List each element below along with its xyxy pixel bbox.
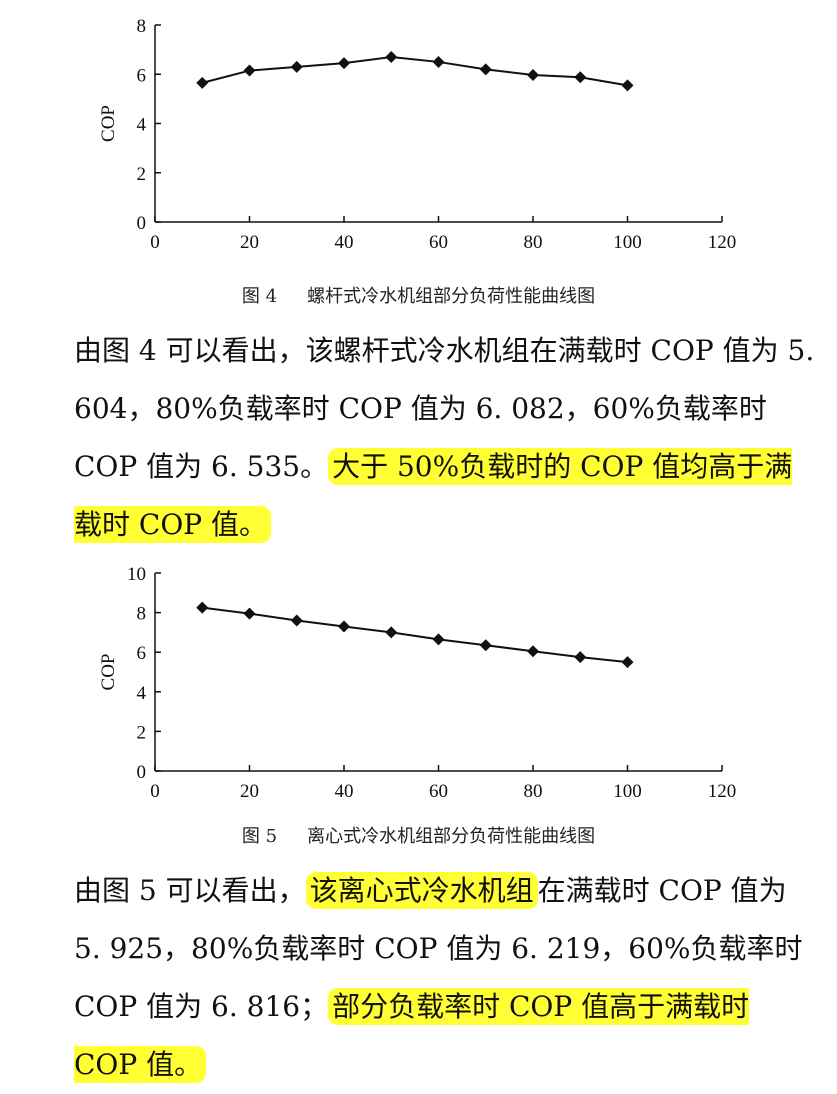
data-point: [527, 68, 539, 81]
y-tick-label: 6: [137, 643, 147, 664]
caption-text: 螺杆式冷水机组部分负荷性能曲线图: [307, 286, 596, 307]
x-tick-label: 20: [240, 781, 259, 802]
x-tick-label: 60: [429, 781, 448, 802]
data-point: [196, 601, 209, 614]
x-tick-label: 40: [335, 781, 354, 802]
y-tick-label: 4: [137, 115, 147, 136]
y-tick-label: 6: [137, 65, 147, 86]
x-tick-label: 0: [150, 781, 160, 802]
caption-fig5: 图 5 离心式冷水机组部分负荷性能曲线图: [0, 822, 837, 848]
paragraph-text: 由图 4 可以看出，该螺杆式冷水机组在满载时 COP 值为 5. 604，80%…: [74, 334, 815, 483]
y-tick-label: 8: [137, 16, 147, 37]
data-point: [432, 633, 445, 646]
data-point: [338, 620, 350, 633]
data-point: [621, 79, 634, 92]
y-tick-label: 2: [137, 722, 147, 743]
x-tick-label: 120: [708, 232, 737, 253]
y-tick-label: 2: [137, 164, 147, 185]
data-point: [574, 71, 587, 84]
chart-fig5: 0 20 40 60 80 100 120 0 2 4 6 8 10 COP: [98, 564, 737, 802]
x-tick-label: 100: [613, 232, 642, 253]
data-point: [196, 76, 209, 89]
data-point: [243, 64, 256, 77]
y-tick-label: 0: [137, 762, 147, 783]
y-tick-label: 10: [127, 564, 146, 585]
data-point: [290, 614, 303, 627]
paragraph-text: 由图 5 可以看出，: [74, 874, 306, 907]
data-point: [385, 626, 398, 639]
data-point: [290, 60, 303, 73]
data-point: [479, 63, 492, 76]
data-point: [338, 57, 350, 70]
data-point: [243, 607, 256, 620]
y-axis-label: COP: [98, 654, 119, 691]
data-point: [479, 639, 492, 652]
x-tick-label: 120: [708, 781, 737, 802]
paragraph-fig5: 由图 5 可以看出， 该离心式冷水机组 在满载时 COP 值为 5. 925，80%…: [18, 862, 818, 1094]
x-tick-label: 100: [613, 781, 642, 802]
caption-number: 图 4: [241, 286, 278, 307]
caption-number: 图 5: [241, 826, 278, 847]
series-line: [201, 56, 628, 87]
y-tick-label: 4: [137, 683, 147, 704]
highlight-text: 该离心式冷水机组: [305, 872, 538, 909]
y-tick-label: 0: [137, 213, 147, 234]
x-tick-label: 60: [429, 232, 448, 253]
y-tick-label: 8: [137, 604, 147, 625]
data-point: [621, 656, 634, 669]
y-axis-label: COP: [98, 105, 119, 142]
caption-text: 离心式冷水机组部分负荷性能曲线图: [307, 826, 596, 847]
x-tick-label: 20: [240, 232, 259, 253]
x-tick-label: 80: [524, 232, 543, 253]
paragraph-text: 在满载时 COP 值为 5. 925，80%负载率时 COP 值为 6. 219…: [74, 874, 803, 1023]
chart-fig4: 0 20 40 60 80 100 120 0 2 4 6 8 COP: [98, 16, 737, 253]
x-tick-label: 0: [150, 232, 160, 253]
x-tick-label: 40: [335, 232, 354, 253]
data-point: [527, 645, 539, 658]
caption-fig4: 图 4 螺杆式冷水机组部分负荷性能曲线图: [0, 282, 837, 308]
data-point: [574, 651, 587, 664]
data-point: [432, 55, 445, 68]
x-tick-label: 80: [524, 781, 543, 802]
series-line: [202, 606, 628, 664]
data-point: [385, 51, 398, 64]
paragraph-fig4: 由图 4 可以看出，该螺杆式冷水机组在满载时 COP 值为 5. 604，80%…: [18, 322, 818, 554]
